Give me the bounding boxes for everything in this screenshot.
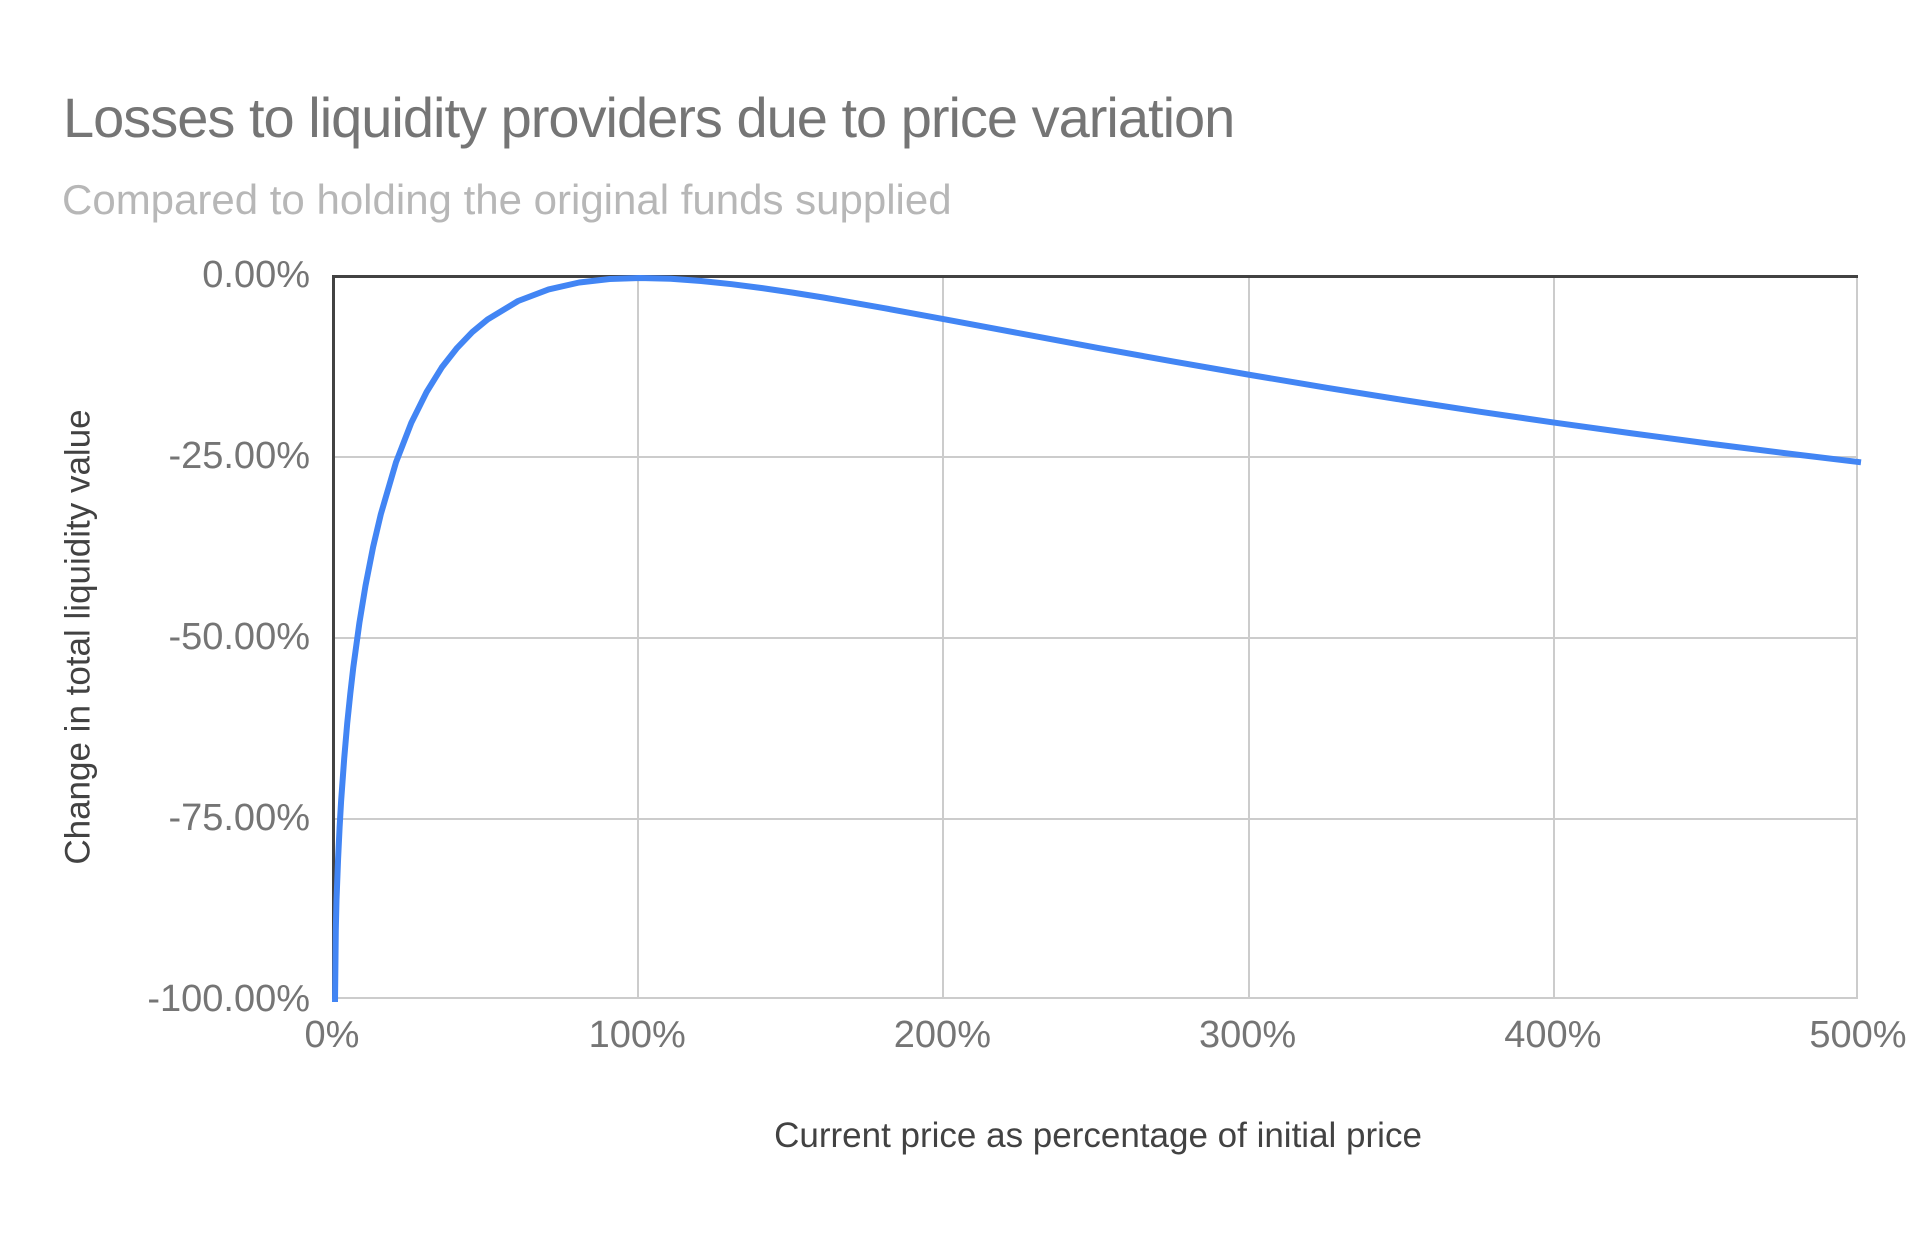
h-gridline [335,997,1858,999]
v-gridline [1552,278,1555,999]
impermanent-loss-curve [332,275,1862,1003]
x-tick-label: 400% [1504,1014,1602,1056]
v-gridline [1856,278,1858,999]
v-gridline [1247,278,1250,999]
x-tick-label: 200% [893,1014,991,1056]
y-tick-label: -100.00% [147,978,310,1020]
h-gridline [335,818,1858,820]
y-tick-label: -25.00% [168,435,310,477]
x-tick-label: 500% [1809,1014,1907,1056]
y-tick-label: -50.00% [168,616,310,658]
v-gridline [637,278,640,999]
y-axis-title: Change in total liquidity value [58,409,98,865]
h-gridline [335,456,1858,458]
x-axis-title: Current price as percentage of initial p… [774,1116,1422,1155]
y-tick-label: -75.00% [168,797,310,839]
chart-subtitle: Compared to holding the original funds s… [62,176,952,223]
y-tick-label: 0.00% [202,254,310,296]
x-tick-label: 100% [588,1014,686,1056]
h-gridline [335,637,1858,639]
chart-title: Losses to liquidity providers due to pri… [63,86,1235,149]
plot-area [332,275,1862,1003]
x-tick-label: 300% [1198,1014,1297,1056]
x-tick-label: 0% [304,1014,360,1056]
line-chart-canvas [332,275,1862,1003]
v-gridline [942,278,945,999]
